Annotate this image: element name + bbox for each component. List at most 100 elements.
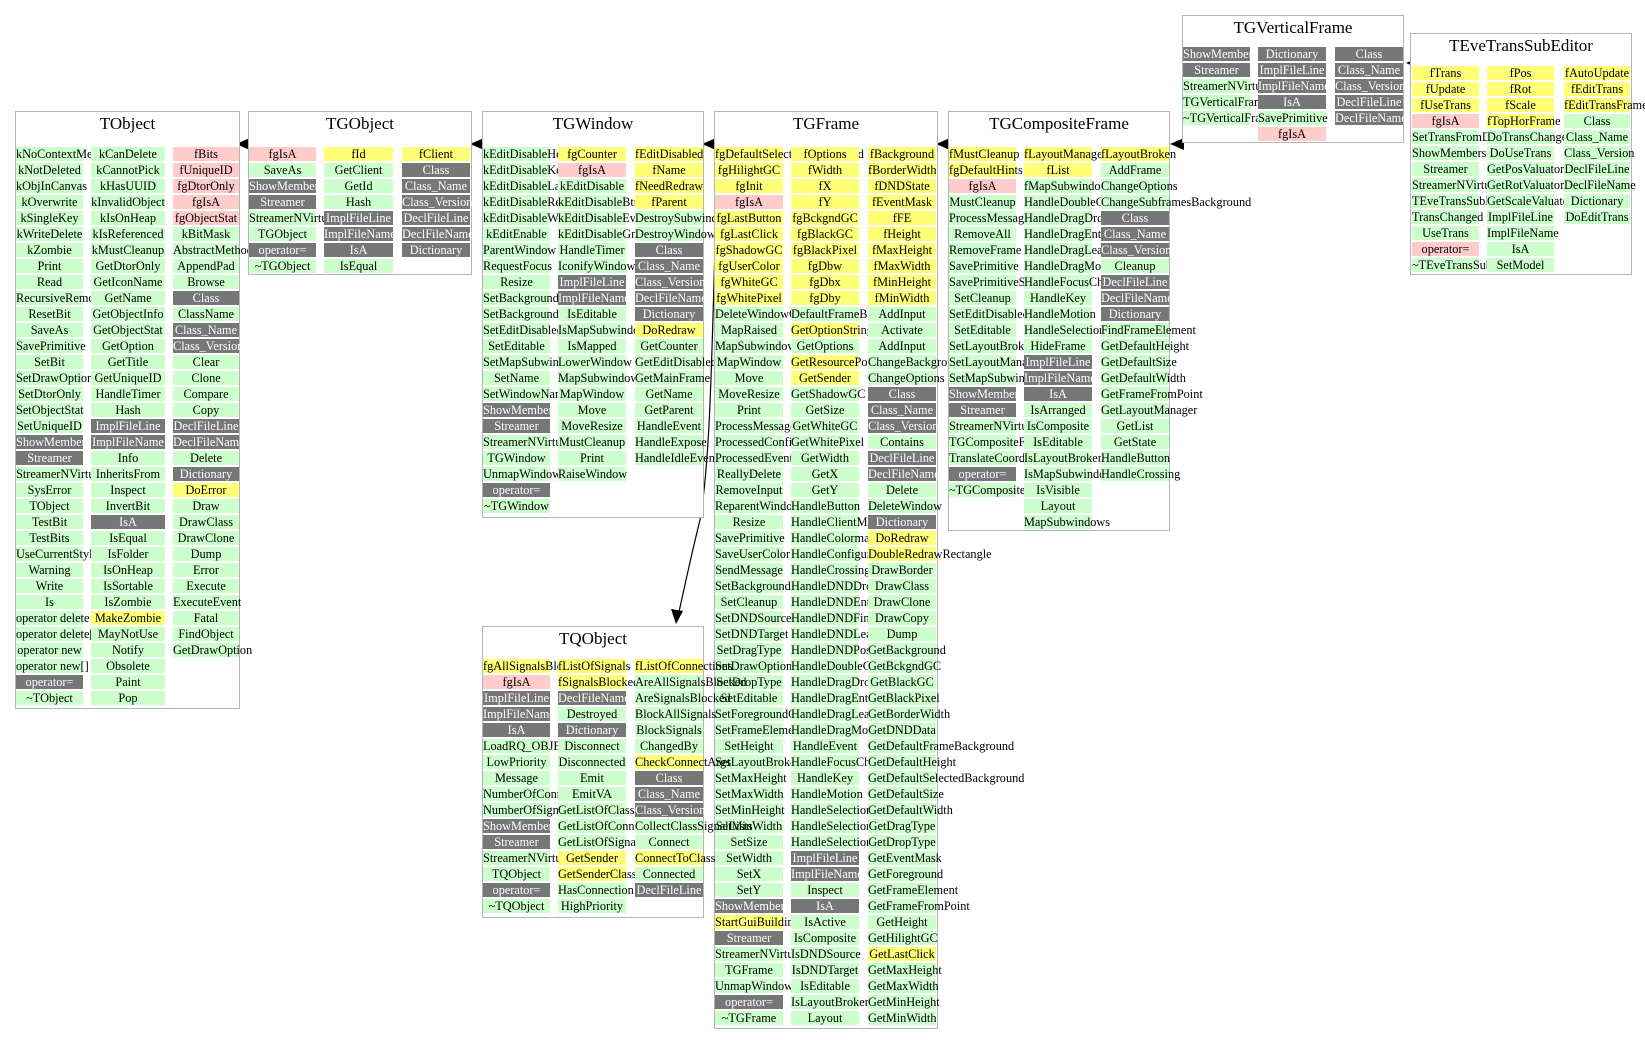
class-member: ResetBit: [16, 307, 83, 321]
class-member: StreamerNVirtual: [1412, 178, 1500, 192]
class-member: HandleKey: [1024, 291, 1092, 305]
class-member: InvertBit: [91, 499, 165, 513]
class-member: GetMainFrame: [635, 371, 711, 385]
class-member: kBitMask: [173, 227, 239, 241]
class-member: kMustCleanup: [91, 243, 165, 257]
class-member: SetLayoutBroken: [949, 339, 1036, 353]
class-member: AppendPad: [173, 259, 239, 273]
class-member: GetIconName: [91, 275, 165, 289]
class-member: operator=: [249, 243, 316, 257]
class-member: TranslateCoordinates: [949, 451, 1054, 465]
class-member: DrawBorder: [868, 563, 936, 577]
class-member: DeclFileLine: [635, 883, 703, 897]
class-member: IsEditable: [791, 979, 859, 993]
class-member: SetHeight: [715, 739, 783, 753]
class-member: Warning: [16, 563, 83, 577]
class-member: SaveUserColor: [715, 547, 791, 561]
class-member: GetDtorOnly: [91, 259, 165, 273]
class-member: SetBackgroundPixmap: [483, 307, 597, 321]
class-member: SysError: [16, 483, 83, 497]
class-member: IsLayoutBroken: [1024, 451, 1104, 465]
class-member: UseCurrentStyle: [16, 547, 98, 561]
class-member: fgIsA: [715, 195, 783, 209]
class-member: fAutoUpdate: [1564, 66, 1630, 80]
member-column: fListOfConnections AreAllSignalsBlocked Ar…: [635, 659, 753, 899]
class-member: BlockAllSignals: [635, 707, 717, 721]
class-member: GetListOfSignals: [558, 835, 645, 849]
class-member: IsA: [483, 723, 550, 737]
class-member: FindFrameElement: [1101, 323, 1196, 337]
class-member: GetList: [1101, 419, 1169, 433]
class-member: kHasUUID: [91, 179, 165, 193]
class-member: Connected: [635, 867, 703, 881]
class-member: fgUserColor: [715, 259, 783, 273]
class-member: ShowMembers: [249, 179, 324, 193]
class-member: GetHeight: [868, 915, 936, 929]
class-member: ~TEveTransSubEditor: [1412, 258, 1523, 272]
class-member: GetSender: [558, 851, 626, 865]
class-member: fBackground: [868, 147, 936, 161]
class-member: IsLayoutBroken: [791, 995, 871, 1009]
class-member: GetDrawOption: [173, 643, 253, 657]
class-member: InheritsFrom: [91, 467, 165, 481]
class-member: EmitVA: [558, 787, 626, 801]
class-member: GetCounter: [635, 339, 703, 353]
class-member: HandleDragDrop: [1024, 211, 1110, 225]
class-member: RemoveInput: [715, 483, 783, 497]
class-member: HandleSelectionRequest: [791, 835, 912, 849]
class-member: IsEditable: [558, 307, 626, 321]
class-member: operator new: [16, 643, 83, 657]
class-member: DeclFileName: [635, 291, 707, 305]
class-member: DeclFileLine: [868, 451, 936, 465]
class-member: Write: [16, 579, 83, 593]
class-member: fgBlackPixel: [791, 243, 859, 257]
class-member: fY: [791, 195, 859, 209]
class-member: HandleClientMessage: [791, 515, 900, 529]
class-member: fOptions: [791, 147, 859, 161]
class-member: HandleMotion: [791, 787, 863, 801]
class-box-tgverticalframe: TGVerticalFrame ShowMembers Streamer Strea…: [1182, 15, 1407, 143]
class-member: HandleIdleEvent: [635, 451, 719, 465]
class-member: Class_Name: [635, 787, 703, 801]
class-member: DeclFileName: [1335, 111, 1407, 125]
class-member: GetMinWidth: [868, 1011, 937, 1025]
class-member: HandleDragMotion: [1024, 259, 1121, 273]
class-member: ShowMembers: [16, 435, 91, 449]
class-member: ShowMembers: [1412, 146, 1487, 160]
class-member: MakeZombie: [91, 611, 165, 625]
class-member: kEditDisableBtnEnable: [558, 195, 675, 209]
member-column: fMustCleanup fgDefaultHints fgIsA MustClean…: [949, 147, 1071, 499]
class-member: ImplFileName: [324, 227, 396, 241]
class-member: AddFrame: [1101, 163, 1169, 177]
class-member: DeclFileLine: [1564, 162, 1630, 176]
class-member: FindObject: [173, 627, 239, 641]
class-member: HandleDNDLeave: [791, 627, 884, 641]
class-member: DeclFileLine: [1101, 275, 1169, 289]
class-member: Resize: [483, 275, 550, 289]
class-member: Execute: [173, 579, 239, 593]
class-member: fgCounter: [558, 147, 626, 161]
class-member: NumberOfConnections: [483, 787, 598, 801]
class-member: GetDefaultSelectedBackground: [868, 771, 1025, 785]
class-member: Move: [558, 403, 626, 417]
class-member: ImplFileLine: [558, 275, 626, 289]
class-member: Activate: [868, 323, 936, 337]
class-member: SetBackgroundColor: [715, 579, 819, 593]
class-member: TransChanged: [1412, 210, 1484, 224]
class-member: fTrans: [1412, 66, 1479, 80]
class-member: ImplFileLine: [324, 211, 393, 225]
class-member: UseTrans: [1412, 226, 1479, 240]
class-member: GetLayoutManager: [1101, 403, 1198, 417]
class-member: Cleanup: [1101, 259, 1169, 273]
class-title: TQObject: [559, 629, 627, 648]
class-title: TGCompositeFrame: [989, 114, 1129, 133]
class-member: fMaxHeight: [868, 243, 936, 257]
arrowhead-tgobject: [470, 138, 484, 150]
class-member: StreamerNVirtual: [249, 211, 337, 225]
class-member: GetTitle: [91, 355, 165, 369]
class-member: TGObject: [249, 227, 316, 241]
class-member: kEditDisableLayout: [483, 179, 583, 193]
class-member: DeclFileName: [402, 227, 474, 241]
class-member: HighPriority: [558, 899, 626, 913]
class-member: TGWindow: [483, 451, 550, 465]
